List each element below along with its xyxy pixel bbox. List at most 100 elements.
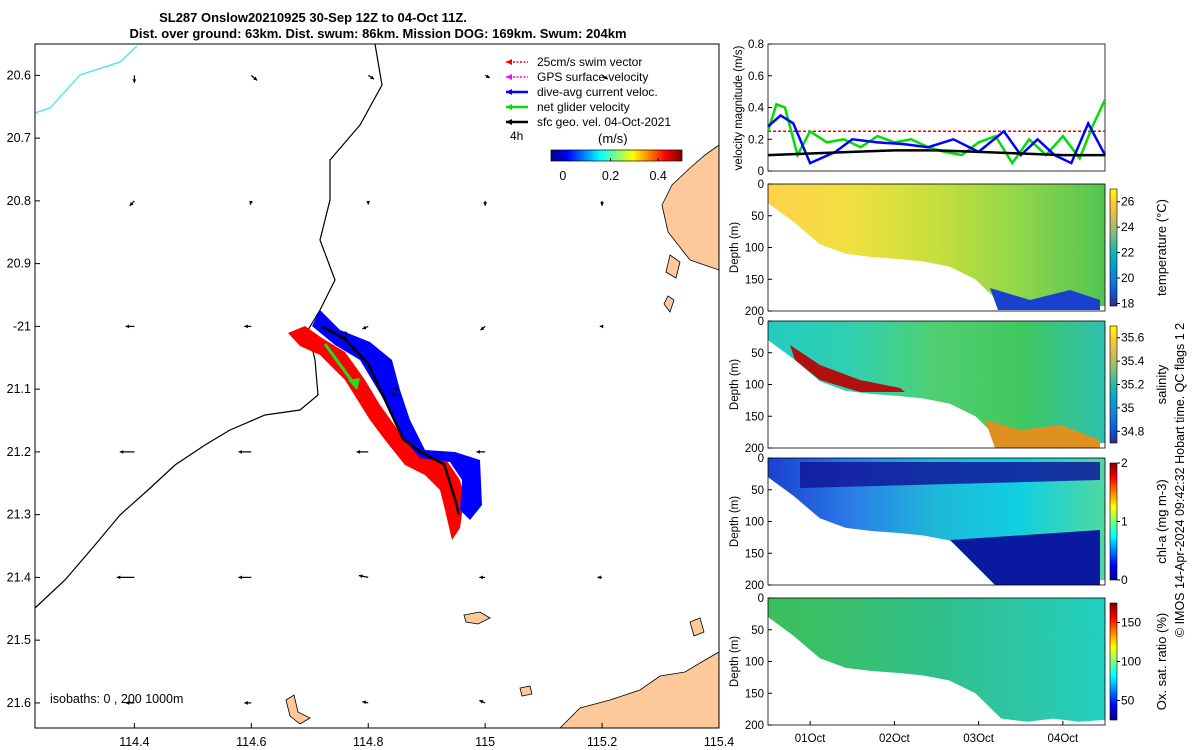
track-line [320,325,461,515]
salinity-ytick-label: 0 [758,316,764,328]
velocity-ytick-label: 0.4 [748,103,765,115]
current-arrow [238,449,252,454]
oxygen-colorbar [1109,602,1118,721]
oxygen-ytick-label: 100 [745,657,764,669]
current-arrow [356,449,369,454]
salinity-ytick-label: 50 [751,348,764,360]
salinity-cbtick-label: 35.4 [1121,354,1145,368]
legend-label: net glider velocity [537,100,630,114]
land-island-south3 [519,685,533,697]
oxygen-xtick-label: 02Oct [879,733,910,745]
figure-title-line1: SL287 Onslow20210925 30-Sep 12Z to 04-Oc… [159,10,467,25]
chl-a-colorbar [1109,462,1118,581]
oxygen-ylabel: Depth (m) [729,636,741,687]
velocity-series [767,149,1105,157]
land-island-small [663,295,675,313]
chl-a-ytick-label: 200 [745,580,764,592]
chl-surface-low [800,462,1100,488]
legend-item: net glider velocity [506,100,630,114]
map-ytick-label: -21 [13,319,31,333]
current-arrow [125,700,135,705]
isobath-200m [34,43,383,609]
temperature-cbtick-label: 26 [1121,195,1135,209]
salinity-cbtick-label: 35 [1121,401,1135,415]
colorbar-units-label: (m/s) [598,131,628,146]
legend-item: 25cm/s swim vector [506,55,642,69]
oxygen-ytick-label: 200 [745,720,764,732]
oxygen-cbtick-label: 150 [1121,616,1141,630]
chl-a-ylabel: Depth (m) [729,496,741,547]
current-arrow [484,74,491,79]
map-ytick-label: 20.6 [7,68,31,82]
current-arrows [116,74,609,705]
velocity-ylabel: velocity magnitude (m/s) [733,46,745,171]
velocity-colorbar [550,149,683,162]
salinity-ytick-label: 100 [745,380,764,392]
land-mainland-east [661,144,720,271]
salinity-data-field [768,321,1105,445]
legend-arrowhead [506,89,512,95]
land-island-south1 [463,611,491,625]
map-xtick-label: 114.4 [119,735,149,749]
temperature-ytick-label: 50 [751,211,764,223]
land-island-south4 [689,617,705,637]
velocity-panel: 0 0.2 0.4 0.6 0.8 velocity magnitude (m/s) [733,39,1107,178]
velocity-ytick-label: 0 [758,166,764,178]
current-arrow [244,324,252,329]
current-arrow [597,575,603,580]
legend-arrowhead [506,104,512,110]
chl-a-ytick-label: 150 [745,548,764,560]
current-arrow [366,200,371,205]
oxygen-ytick-label: 150 [745,688,764,700]
chl-deep-low [950,530,1100,585]
colorbar-tick-label: 0 [559,169,566,183]
oxygen-cblabel: Ox. sat. ratio (%) [1154,613,1169,711]
watermark-text: © IMOS 14-Apr-2024 09:42:32 Hobart time.… [1173,323,1187,637]
current-arrow [250,74,258,81]
map-ytick-label: 21.3 [7,508,31,522]
glider-track: 22 [288,310,482,540]
map-ytick-label: 21.5 [7,633,31,647]
current-arrow [479,575,486,580]
chl-a-cbtick-label: 0 [1121,573,1128,587]
oxygen-xtick-label: 01Oct [795,733,826,745]
oxygen-ytick-label: 50 [751,625,764,637]
chl-a-cblabel: chl-a (mg m-3) [1154,479,1169,564]
temperature-cbtick-label: 24 [1121,220,1135,234]
temperature-ytick-label: 0 [758,179,764,191]
map-ytick-label: 21.4 [7,570,31,584]
legend-item: sfc geo. vel. 04-Oct-2021 [506,115,671,129]
current-arrow [480,325,486,331]
map-axes: 114.4 114.6 114.8 115 115.2 115.4 20.6 20.7 20.8… [7,68,735,749]
temperature-deep-cold [990,288,1100,310]
current-arrow [119,449,135,454]
current-arrow [249,200,254,205]
track-label: 2 [392,386,398,398]
velocity-ytick-label: 0.8 [748,39,764,51]
current-arrow [483,200,488,206]
salinity-deep-band [985,420,1100,448]
salinity-ytick-label: 200 [745,443,764,455]
map-xtick-label: 115.2 [587,735,617,749]
oxygen-cbtick-label: 100 [1121,655,1141,669]
net-velocity-arrowhead [348,378,360,390]
oxygen-ytick-label: 0 [758,593,764,605]
red-swim-band [288,326,464,540]
colorbar-tick-label: 0.2 [602,169,619,183]
current-arrow [132,75,137,83]
temperature-ytick-label: 200 [745,306,764,318]
map-ytick-label: 20.9 [7,257,31,271]
isobath-1000m [34,45,138,114]
salinity-ylabel: Depth (m) [729,359,741,410]
current-arrow [601,74,609,80]
velocity-ytick-label: 0.2 [748,134,764,146]
legend-label: sfc geo. vel. 04-Oct-2021 [537,115,671,129]
chl-a-cbtick-label: 2 [1121,456,1128,470]
map-border [34,43,720,729]
current-arrow [476,449,486,454]
oxygen-cbtick-label: 50 [1121,694,1135,708]
map-ytick-label: 21.6 [7,696,31,710]
temperature-cblabel: temperature (°C) [1154,199,1169,296]
